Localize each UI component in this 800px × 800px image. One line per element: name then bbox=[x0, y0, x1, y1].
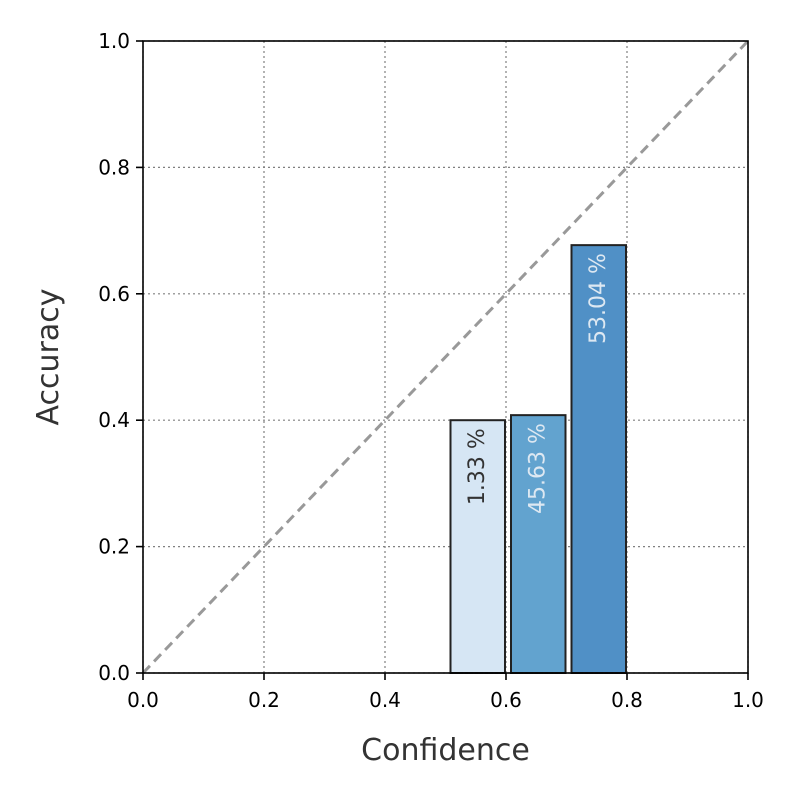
axis-ticks: 0.0 0.2 0.4 0.6 0.8 1.0 0.0 0.2 0.4 0.6 0.8 1.0 bbox=[98, 29, 764, 712]
y-tick-label: 0.8 bbox=[98, 155, 130, 179]
x-axis-label: Confidence bbox=[361, 733, 530, 768]
bar-3 bbox=[570, 244, 627, 675]
x-tick-label: 0.6 bbox=[490, 688, 522, 712]
perfect-calibration-line bbox=[141, 39, 750, 675]
x-tick-label: 0.4 bbox=[369, 688, 401, 712]
y-tick-label: 1.0 bbox=[98, 29, 130, 53]
x-tick-label: 0.8 bbox=[611, 688, 643, 712]
bars: 1.33 % 45.63 % 53.04 % bbox=[449, 244, 627, 675]
y-tick-label: 0.2 bbox=[98, 535, 130, 559]
y-tick-label: 0.6 bbox=[98, 282, 130, 306]
plot-frame bbox=[142, 40, 749, 674]
y-axis-label: Accuracy bbox=[31, 289, 66, 426]
bar-1 bbox=[449, 419, 506, 675]
bar-label-1: 1.33 % bbox=[465, 428, 490, 505]
x-tick-label: 0.2 bbox=[248, 688, 280, 712]
x-tick-label: 1.0 bbox=[732, 688, 764, 712]
bar-label-3: 53.04 % bbox=[586, 253, 611, 344]
y-tick-label: 0.0 bbox=[98, 661, 130, 685]
y-tick-label: 0.4 bbox=[98, 408, 130, 432]
x-tick-label: 0.0 bbox=[127, 688, 159, 712]
bar-label-2: 45.63 % bbox=[526, 423, 551, 514]
